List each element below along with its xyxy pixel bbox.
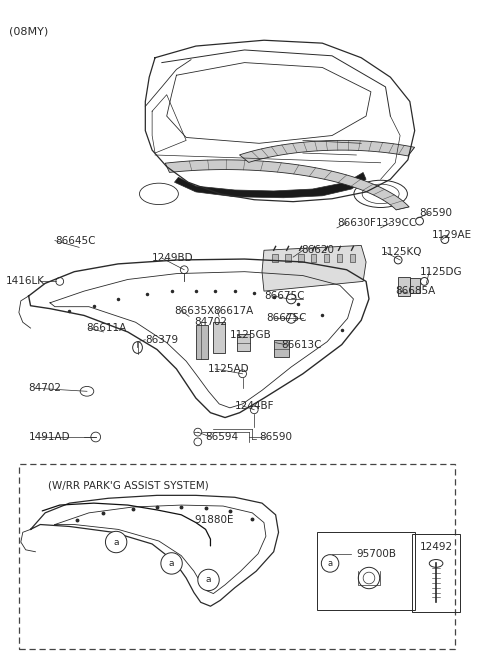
Text: a: a	[113, 538, 119, 547]
Bar	[349, 254, 355, 262]
Text: 84702: 84702	[29, 383, 61, 393]
Bar	[317, 532, 415, 610]
Text: 1244BF: 1244BF	[235, 401, 274, 411]
Text: 1249BD: 1249BD	[152, 253, 194, 263]
Text: 86594: 86594	[205, 432, 239, 442]
Text: 86645C: 86645C	[55, 236, 96, 246]
Polygon shape	[240, 140, 415, 162]
Text: 86675C: 86675C	[266, 313, 306, 323]
Text: 86590: 86590	[259, 432, 292, 442]
Bar	[285, 254, 290, 262]
Text: 12492: 12492	[420, 542, 453, 552]
Polygon shape	[175, 173, 366, 198]
Text: 1125AD: 1125AD	[207, 364, 249, 374]
Text: 84702: 84702	[194, 317, 227, 327]
Circle shape	[321, 555, 339, 572]
Circle shape	[106, 532, 127, 553]
Text: 91880E: 91880E	[194, 514, 233, 525]
Text: 86379: 86379	[145, 335, 179, 345]
Bar	[324, 254, 329, 262]
Bar	[412, 534, 460, 612]
Text: 86685A: 86685A	[395, 286, 435, 296]
Bar	[298, 254, 303, 262]
Text: 86590: 86590	[420, 209, 453, 218]
Bar	[311, 254, 316, 262]
Text: (W/RR PARK'G ASSIST SYSTEM): (W/RR PARK'G ASSIST SYSTEM)	[48, 481, 209, 491]
Text: 1491AD: 1491AD	[29, 432, 70, 442]
Text: 95700B: 95700B	[356, 549, 396, 559]
Text: 86620: 86620	[301, 246, 334, 256]
Text: (08MY): (08MY)	[9, 26, 48, 36]
Text: 86630F: 86630F	[337, 218, 376, 228]
Text: 1339CC: 1339CC	[376, 218, 417, 228]
Text: a: a	[206, 575, 211, 585]
Polygon shape	[262, 246, 366, 291]
Text: 86675C: 86675C	[264, 291, 304, 301]
Text: 1125GB: 1125GB	[230, 330, 272, 340]
Text: 86635X: 86635X	[175, 306, 215, 316]
Polygon shape	[165, 160, 409, 210]
Bar	[272, 254, 277, 262]
Bar	[214, 322, 225, 354]
Text: a: a	[327, 559, 333, 568]
Circle shape	[56, 277, 64, 285]
Text: 1129AE: 1129AE	[432, 230, 472, 240]
Bar	[398, 277, 410, 296]
Text: 86613C: 86613C	[281, 340, 322, 350]
Text: 86611A: 86611A	[86, 323, 126, 333]
Text: 1125DG: 1125DG	[420, 267, 462, 277]
Bar	[410, 277, 420, 293]
Bar	[237, 334, 251, 352]
Bar	[274, 340, 289, 357]
Circle shape	[198, 569, 219, 591]
Bar	[196, 325, 207, 359]
Text: 1416LK: 1416LK	[6, 277, 45, 287]
Bar	[336, 254, 342, 262]
Bar	[19, 464, 455, 649]
Text: a: a	[169, 559, 174, 568]
Text: 86617A: 86617A	[214, 306, 253, 316]
Text: 1125KQ: 1125KQ	[381, 247, 422, 258]
Circle shape	[161, 553, 182, 574]
